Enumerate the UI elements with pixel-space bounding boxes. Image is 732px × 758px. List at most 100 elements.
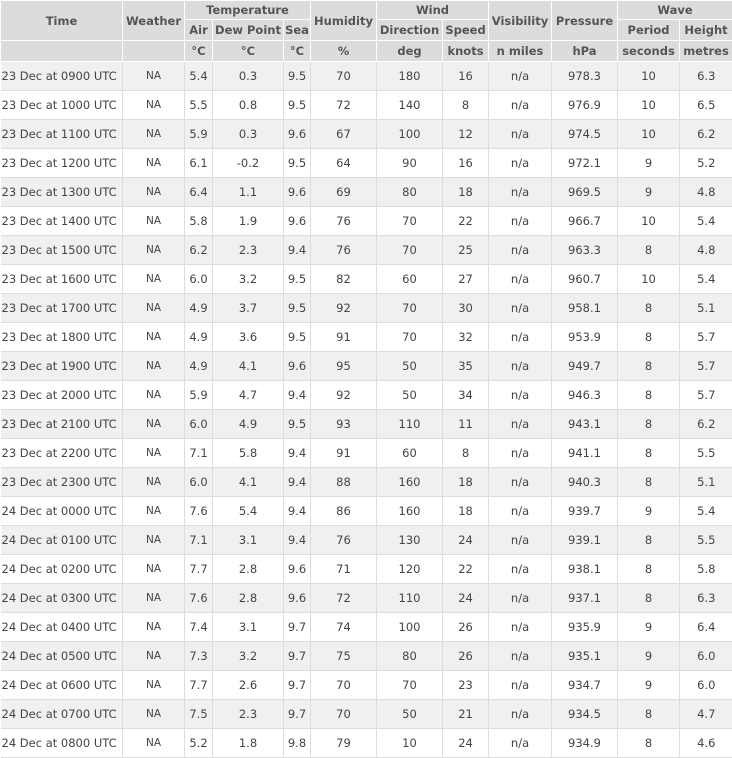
data-cell: 1.8 [213,729,284,758]
data-cell: 960.7 [552,265,618,294]
data-cell: 91 [311,439,377,468]
data-cell: 938.1 [552,555,618,584]
header-cell: Pressure [552,1,618,41]
data-cell: NA [123,265,185,294]
data-cell: 7.1 [185,526,213,555]
header-cell: Speed [443,20,489,41]
data-cell: NA [123,294,185,323]
data-cell: 180 [377,62,443,91]
data-cell: 8 [618,468,680,497]
data-cell: 27 [443,265,489,294]
data-cell: 8 [618,352,680,381]
data-cell: n/a [489,62,552,91]
data-cell: 6.0 [185,468,213,497]
data-cell: 11 [443,410,489,439]
data-cell: 75 [311,642,377,671]
data-cell: 24 [443,729,489,758]
data-cell: 949.7 [552,352,618,381]
data-cell: 24 Dec at 0800 UTC [1,729,123,758]
data-cell: 940.3 [552,468,618,497]
data-cell: 3.1 [213,526,284,555]
data-cell: 7.7 [185,671,213,700]
data-cell: 2.8 [213,584,284,613]
data-cell: n/a [489,149,552,178]
data-cell: n/a [489,352,552,381]
data-cell: 76 [311,526,377,555]
data-cell: n/a [489,700,552,729]
data-cell: 91 [311,323,377,352]
data-cell: 9.4 [284,236,311,265]
data-cell: NA [123,642,185,671]
data-cell: 8 [618,439,680,468]
data-cell: 4.9 [185,294,213,323]
data-cell: 5.9 [185,120,213,149]
data-cell: 23 Dec at 1600 UTC [1,265,123,294]
data-cell: 10 [377,729,443,758]
data-cell: 70 [311,671,377,700]
data-cell: 935.1 [552,642,618,671]
data-cell: 7.1 [185,439,213,468]
header-cell: Weather [123,1,185,41]
data-cell: 9.6 [284,555,311,584]
data-cell: 7.4 [185,613,213,642]
data-cell: NA [123,178,185,207]
data-cell: 50 [377,700,443,729]
data-cell: 6.5 [680,91,732,120]
data-cell: n/a [489,729,552,758]
data-cell: 100 [377,613,443,642]
data-cell: 26 [443,642,489,671]
header-cell: Temperature [185,1,311,20]
data-cell: 5.7 [680,352,732,381]
data-cell: n/a [489,207,552,236]
data-cell: n/a [489,410,552,439]
data-cell: n/a [489,468,552,497]
data-cell: 9.7 [284,671,311,700]
data-cell: 5.8 [213,439,284,468]
data-cell: 74 [311,613,377,642]
data-cell: 5.8 [680,555,732,584]
data-cell: 953.9 [552,323,618,352]
data-cell: 23 Dec at 0900 UTC [1,62,123,91]
data-cell: 10 [618,265,680,294]
data-cell: 4.9 [185,352,213,381]
data-cell: NA [123,62,185,91]
data-cell: n/a [489,236,552,265]
data-cell: 934.9 [552,729,618,758]
data-cell: 9.4 [284,381,311,410]
data-cell: 4.7 [213,381,284,410]
data-cell: 32 [443,323,489,352]
data-cell: 9.6 [284,178,311,207]
data-cell: 80 [377,642,443,671]
unit-cell: °C [284,41,311,62]
unit-cell: °C [213,41,284,62]
data-cell: n/a [489,439,552,468]
data-cell: 9.4 [284,497,311,526]
data-cell: NA [123,381,185,410]
data-cell: 24 Dec at 0500 UTC [1,642,123,671]
data-cell: 23 Dec at 1900 UTC [1,352,123,381]
data-cell: 2.3 [213,700,284,729]
data-cell: NA [123,468,185,497]
data-cell: 140 [377,91,443,120]
data-cell: 9 [618,642,680,671]
data-cell: 5.1 [680,468,732,497]
data-cell: 50 [377,352,443,381]
data-cell: 76 [311,207,377,236]
data-cell: 22 [443,555,489,584]
data-cell: 9 [618,613,680,642]
data-cell: NA [123,120,185,149]
data-cell: 79 [311,729,377,758]
data-cell: 7.6 [185,497,213,526]
header-cell [1,41,123,62]
data-cell: 6.2 [680,120,732,149]
data-cell: 82 [311,265,377,294]
data-cell: 6.2 [680,410,732,439]
data-cell: 130 [377,526,443,555]
data-cell: 23 Dec at 1000 UTC [1,91,123,120]
data-cell: n/a [489,178,552,207]
